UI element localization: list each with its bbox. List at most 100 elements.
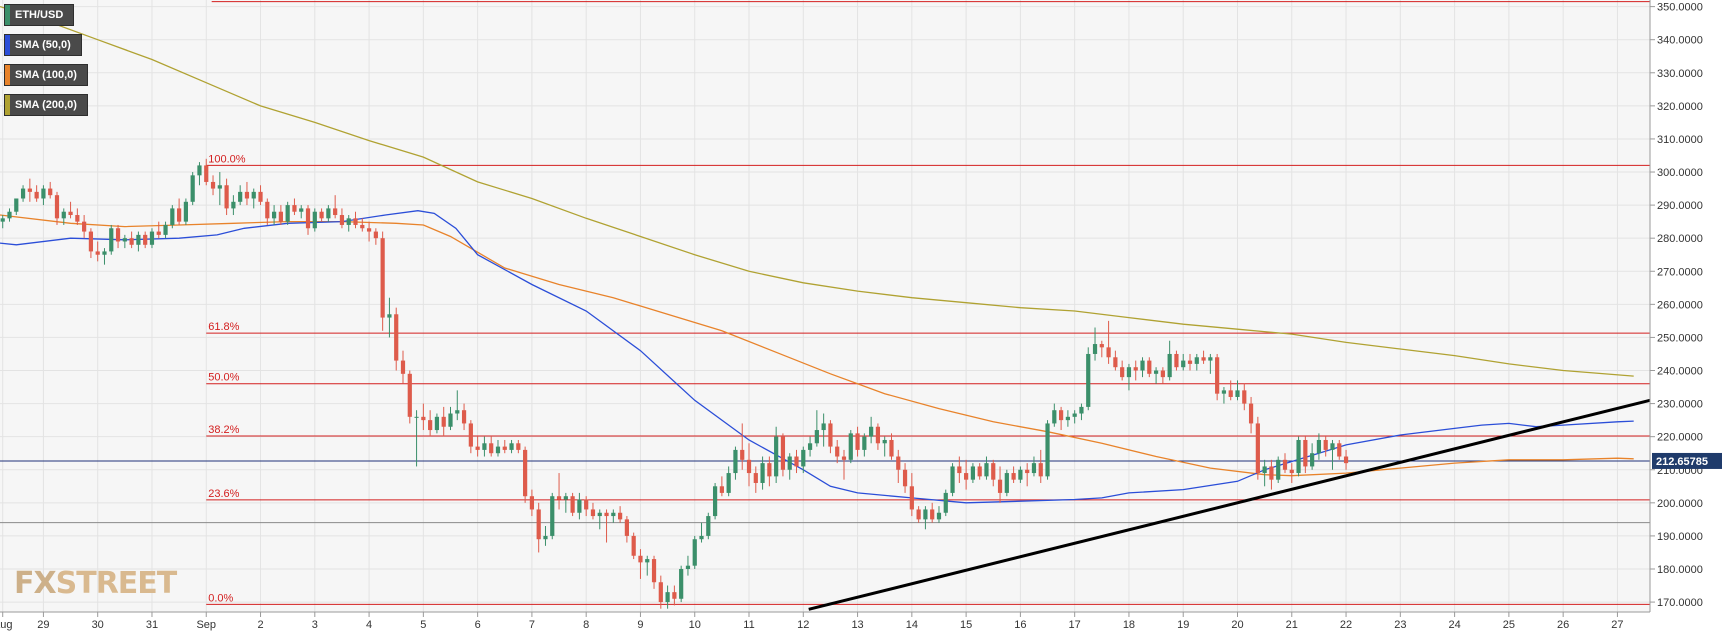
candle-body — [1004, 473, 1009, 493]
candle — [414, 410, 419, 467]
candle-body — [964, 473, 969, 480]
y-tick-label: 220.0000 — [1657, 432, 1703, 444]
candle-body — [48, 188, 53, 196]
candle-body — [163, 224, 168, 235]
y-tick-label: 270.0000 — [1657, 266, 1703, 278]
candle — [407, 370, 412, 424]
candle-body — [115, 228, 121, 242]
x-tick-label: 20 — [1231, 619, 1243, 631]
candle-body — [1221, 390, 1227, 394]
candle-body — [719, 486, 724, 493]
legend-label: ETH/USD — [15, 9, 64, 21]
legend-item-sma50[interactable]: SMA (50,0) — [4, 34, 82, 56]
candle-body — [638, 555, 643, 563]
candle — [7, 208, 12, 222]
candle-body — [434, 416, 440, 431]
candle — [977, 463, 982, 480]
candle — [692, 535, 697, 569]
candle-body — [475, 446, 480, 450]
candle-body — [665, 592, 670, 603]
candle — [1269, 459, 1274, 490]
candle-body — [1072, 413, 1077, 417]
candle-body — [1031, 463, 1037, 474]
candle — [902, 463, 908, 493]
candle-body — [387, 314, 392, 318]
candle-body — [997, 479, 1003, 493]
candle-body — [1289, 469, 1294, 474]
candle-body — [1011, 473, 1016, 480]
candle — [1086, 347, 1091, 411]
legend-item-sma100[interactable]: SMA (100,0) — [4, 64, 88, 86]
candle-body — [523, 449, 528, 497]
candle-body — [1201, 357, 1206, 361]
candle-body — [930, 509, 935, 520]
candle — [611, 509, 616, 523]
legend-item-ethusd[interactable]: ETH/USD — [4, 4, 75, 26]
candle-body — [1038, 463, 1043, 477]
candle — [461, 403, 467, 431]
candle-body — [902, 469, 908, 487]
candle — [333, 195, 338, 219]
candle-body — [807, 443, 813, 450]
candle-body — [1282, 459, 1288, 470]
candle-body — [706, 516, 711, 536]
x-tick-label: 13 — [851, 619, 863, 631]
candle — [1004, 469, 1009, 497]
candle-body — [692, 539, 697, 566]
candle-body — [869, 426, 874, 437]
candle-body — [936, 512, 942, 520]
candle — [509, 439, 514, 454]
sma100-line — [0, 214, 1634, 477]
x-tick-label: 25 — [1503, 619, 1515, 631]
x-tick-label: 4 — [366, 619, 372, 631]
legend-item-sma200[interactable]: SMA (200,0) — [4, 94, 88, 116]
candle-body — [27, 188, 32, 192]
candle-body — [1167, 353, 1172, 378]
candle-body — [1106, 347, 1111, 358]
x-tick-label: 21 — [1286, 619, 1298, 631]
candle-body — [326, 208, 331, 219]
candle — [129, 231, 134, 249]
candle — [115, 224, 121, 249]
candle-body — [1120, 367, 1125, 378]
y-tick-label: 350.0000 — [1657, 2, 1703, 14]
candle-body — [14, 198, 19, 212]
candle-body — [1126, 367, 1132, 378]
candle — [556, 473, 562, 510]
candle — [631, 532, 636, 560]
x-tick-label: 16 — [1014, 619, 1026, 631]
candle-body — [882, 439, 887, 444]
candle-body — [631, 535, 636, 556]
candle-body — [1153, 370, 1159, 374]
candle-body — [204, 165, 209, 182]
candle — [1242, 383, 1247, 411]
candle — [75, 208, 80, 225]
candle — [869, 416, 874, 444]
candle — [0, 215, 5, 229]
candle-body — [943, 492, 948, 513]
candle-body — [75, 215, 80, 222]
candle — [624, 516, 629, 543]
candle — [550, 492, 555, 540]
candle-body — [1255, 423, 1260, 474]
candle-body — [285, 205, 290, 222]
candle — [767, 456, 772, 487]
last-price-tag-bg — [1652, 452, 1722, 469]
candle — [163, 221, 168, 239]
candle-body — [421, 416, 426, 421]
candle-body — [265, 201, 270, 219]
candle — [658, 575, 663, 609]
fxstreet-watermark: FXSTREET — [14, 566, 177, 601]
candle — [685, 555, 691, 576]
candle-body — [366, 228, 372, 232]
candle-body — [360, 224, 365, 229]
candle — [523, 446, 528, 503]
candle-body — [828, 423, 833, 447]
legend-swatch — [5, 35, 10, 55]
candle — [183, 198, 188, 225]
candle-body — [1296, 439, 1301, 474]
x-tick-label: 30 — [92, 619, 104, 631]
candle — [136, 231, 141, 252]
candle — [787, 453, 792, 480]
candle-body — [651, 559, 657, 583]
